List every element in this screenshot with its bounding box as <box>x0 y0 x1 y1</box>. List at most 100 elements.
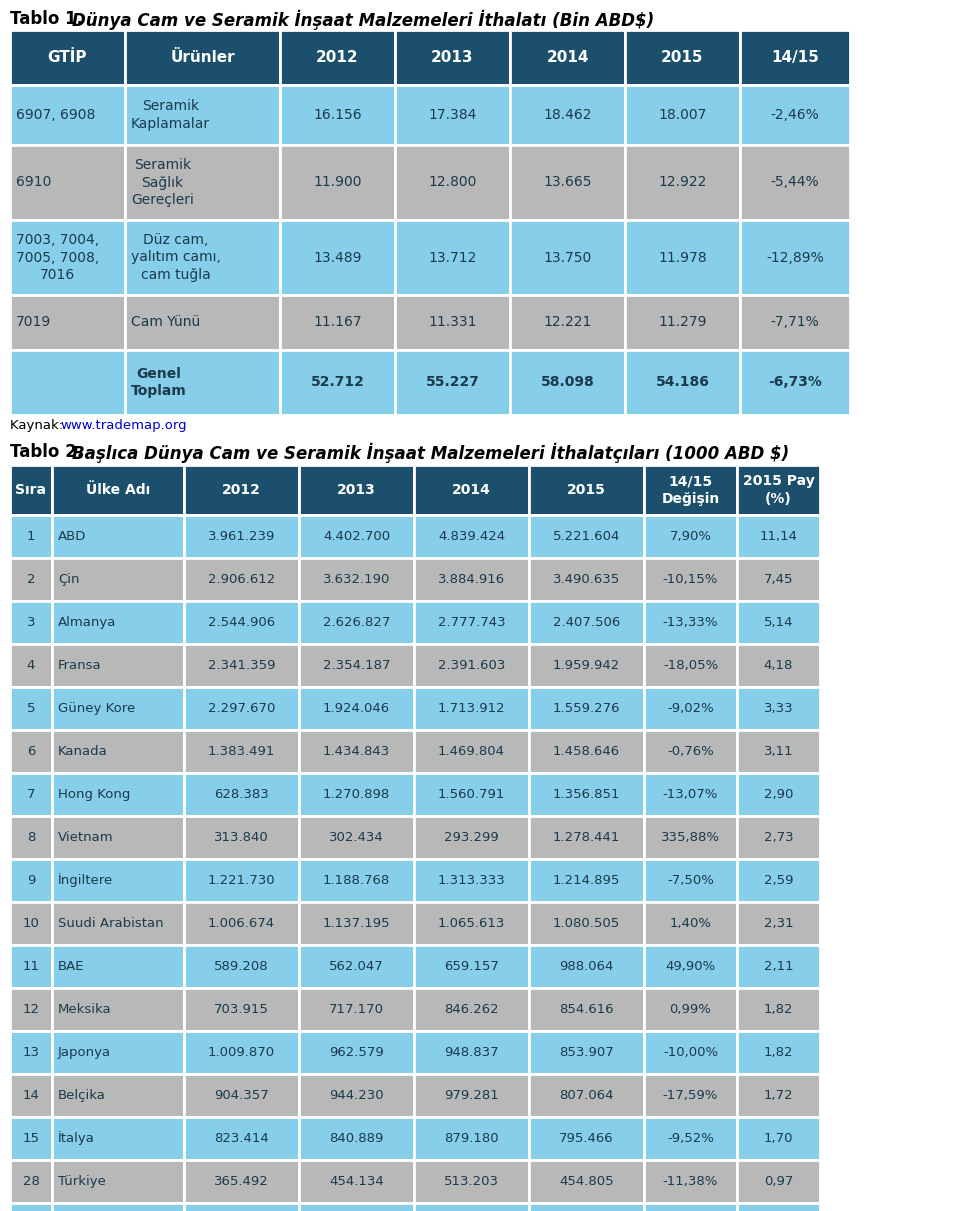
FancyBboxPatch shape <box>125 295 280 350</box>
Text: 454.134: 454.134 <box>329 1175 384 1188</box>
Text: Genel
Toplam: Genel Toplam <box>131 367 187 398</box>
FancyBboxPatch shape <box>10 350 125 415</box>
Text: 5: 5 <box>27 702 36 714</box>
FancyBboxPatch shape <box>529 465 644 515</box>
FancyBboxPatch shape <box>299 601 414 644</box>
FancyBboxPatch shape <box>644 601 737 644</box>
Text: 3,33: 3,33 <box>764 702 793 714</box>
FancyBboxPatch shape <box>529 687 644 730</box>
Text: 1.009.870: 1.009.870 <box>208 1046 276 1058</box>
Text: 3.490.635: 3.490.635 <box>553 573 620 586</box>
Text: -2,46%: -2,46% <box>771 108 820 122</box>
FancyBboxPatch shape <box>737 1117 820 1160</box>
Text: 7003, 7004,
7005, 7008,
7016: 7003, 7004, 7005, 7008, 7016 <box>16 234 99 282</box>
Text: 1,40%: 1,40% <box>669 917 711 930</box>
FancyBboxPatch shape <box>737 558 820 601</box>
FancyBboxPatch shape <box>10 687 52 730</box>
FancyBboxPatch shape <box>737 730 820 773</box>
FancyBboxPatch shape <box>184 1031 299 1074</box>
Text: 49,90%: 49,90% <box>665 960 715 972</box>
Text: 659.157: 659.157 <box>444 960 499 972</box>
Text: 1.137.195: 1.137.195 <box>323 917 391 930</box>
FancyBboxPatch shape <box>52 1031 184 1074</box>
FancyBboxPatch shape <box>280 85 395 145</box>
FancyBboxPatch shape <box>184 601 299 644</box>
Text: 1: 1 <box>27 530 36 543</box>
Text: 807.064: 807.064 <box>560 1089 613 1102</box>
FancyBboxPatch shape <box>414 1203 529 1211</box>
Text: 1.080.505: 1.080.505 <box>553 917 620 930</box>
FancyBboxPatch shape <box>414 687 529 730</box>
Text: 3.884.916: 3.884.916 <box>438 573 505 586</box>
FancyBboxPatch shape <box>529 1203 644 1211</box>
FancyBboxPatch shape <box>740 30 850 85</box>
Text: 4.402.700: 4.402.700 <box>323 530 390 543</box>
Text: 1.434.843: 1.434.843 <box>323 745 390 758</box>
FancyBboxPatch shape <box>10 902 52 945</box>
Text: Meksika: Meksika <box>58 1003 111 1016</box>
FancyBboxPatch shape <box>510 220 625 295</box>
FancyBboxPatch shape <box>644 465 737 515</box>
FancyBboxPatch shape <box>52 465 184 515</box>
FancyBboxPatch shape <box>740 220 850 295</box>
FancyBboxPatch shape <box>10 644 52 687</box>
FancyBboxPatch shape <box>10 220 125 295</box>
FancyBboxPatch shape <box>529 515 644 558</box>
Text: 365.492: 365.492 <box>214 1175 269 1188</box>
Text: 14: 14 <box>23 1089 39 1102</box>
Text: 12.922: 12.922 <box>659 176 707 189</box>
FancyBboxPatch shape <box>280 295 395 350</box>
FancyBboxPatch shape <box>644 859 737 902</box>
FancyBboxPatch shape <box>625 295 740 350</box>
Text: 28: 28 <box>23 1175 39 1188</box>
FancyBboxPatch shape <box>299 1160 414 1203</box>
Text: Türkiye: Türkiye <box>58 1175 106 1188</box>
Text: 1.383.491: 1.383.491 <box>207 745 276 758</box>
Text: 3.961.239: 3.961.239 <box>207 530 276 543</box>
Text: 1.188.768: 1.188.768 <box>323 874 390 886</box>
Text: 11.978: 11.978 <box>659 251 707 264</box>
Text: 1,82: 1,82 <box>764 1046 793 1058</box>
FancyBboxPatch shape <box>395 145 510 220</box>
FancyBboxPatch shape <box>395 350 510 415</box>
FancyBboxPatch shape <box>414 1074 529 1117</box>
FancyBboxPatch shape <box>10 1074 52 1117</box>
Text: 13.712: 13.712 <box>428 251 477 264</box>
Text: Sıra: Sıra <box>15 483 46 497</box>
Text: Dünya Cam ve Seramik İnşaat Malzemeleri İthalatı (Bin ABD$): Dünya Cam ve Seramik İnşaat Malzemeleri … <box>72 10 655 30</box>
FancyBboxPatch shape <box>299 1031 414 1074</box>
FancyBboxPatch shape <box>644 902 737 945</box>
Text: 589.208: 589.208 <box>214 960 269 972</box>
FancyBboxPatch shape <box>299 945 414 988</box>
Text: Hong Kong: Hong Kong <box>58 788 131 800</box>
Text: 2.297.670: 2.297.670 <box>207 702 276 714</box>
Text: 1.221.730: 1.221.730 <box>207 874 276 886</box>
Text: 1.458.646: 1.458.646 <box>553 745 620 758</box>
Text: Düz cam,
yalıtım camı,
cam tuğla: Düz cam, yalıtım camı, cam tuğla <box>131 234 221 282</box>
Text: 1,70: 1,70 <box>764 1132 793 1144</box>
FancyBboxPatch shape <box>10 730 52 773</box>
Text: 7: 7 <box>27 788 36 800</box>
Text: 6: 6 <box>27 745 36 758</box>
FancyBboxPatch shape <box>740 295 850 350</box>
FancyBboxPatch shape <box>10 601 52 644</box>
Text: -11,38%: -11,38% <box>662 1175 718 1188</box>
FancyBboxPatch shape <box>529 644 644 687</box>
FancyBboxPatch shape <box>10 558 52 601</box>
FancyBboxPatch shape <box>52 902 184 945</box>
Text: Cam Yünü: Cam Yünü <box>131 316 201 329</box>
Text: İtalya: İtalya <box>58 1131 95 1146</box>
Text: 944.230: 944.230 <box>329 1089 384 1102</box>
FancyBboxPatch shape <box>52 644 184 687</box>
Text: 54.186: 54.186 <box>656 375 709 390</box>
Text: 2.407.506: 2.407.506 <box>553 616 620 629</box>
FancyBboxPatch shape <box>625 145 740 220</box>
FancyBboxPatch shape <box>625 220 740 295</box>
FancyBboxPatch shape <box>529 601 644 644</box>
FancyBboxPatch shape <box>184 1117 299 1160</box>
Text: 2,73: 2,73 <box>764 831 793 844</box>
Text: 2,11: 2,11 <box>764 960 793 972</box>
Text: 2: 2 <box>27 573 36 586</box>
Text: 1,72: 1,72 <box>764 1089 793 1102</box>
FancyBboxPatch shape <box>737 644 820 687</box>
